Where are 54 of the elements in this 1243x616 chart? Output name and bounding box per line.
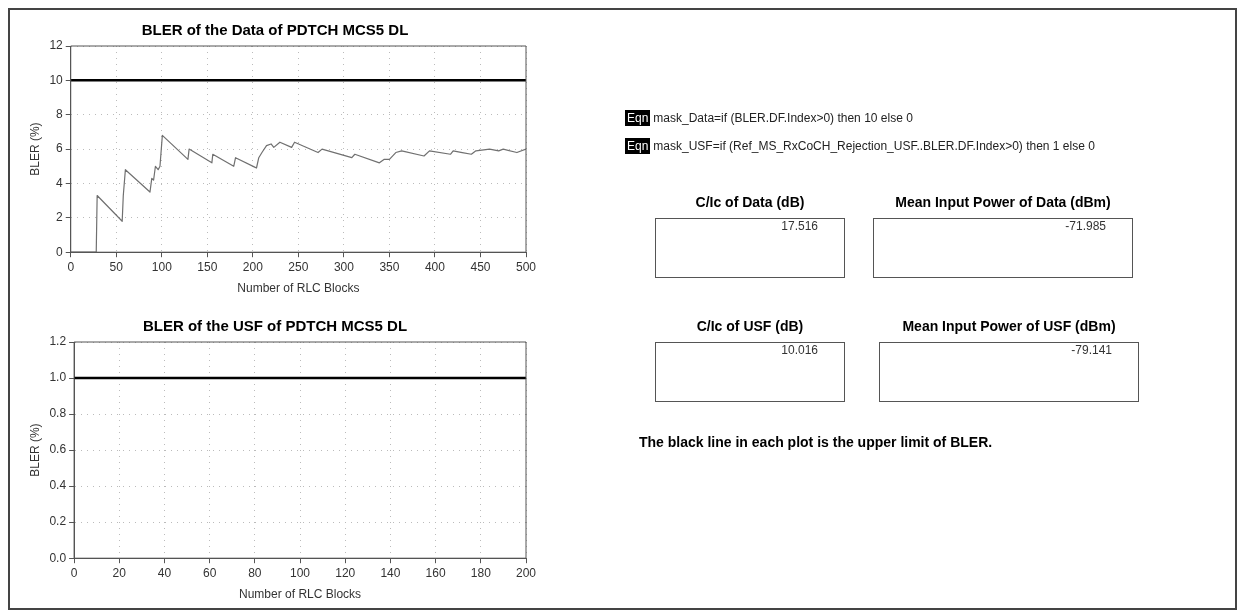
y-tick-label: 2 <box>56 210 64 225</box>
x-tick-label: 160 <box>425 565 446 580</box>
x-tick-label: 0 <box>70 565 78 580</box>
y-tick-label: 1.0 <box>49 370 67 385</box>
x-axis-title: Number of RLC Blocks <box>239 587 362 602</box>
data-label: 10.016 <box>655 342 845 402</box>
text: mask_Data=if (BLER.DF.Index>0) then 10 else 0 <box>653 111 913 125</box>
y-tick-label: 0.8 <box>49 406 67 421</box>
y-tick-label: 12 <box>49 38 64 53</box>
text: Eqn <box>625 138 651 154</box>
x-tick-label: 400 <box>424 259 446 274</box>
x-tick-label: 200 <box>515 565 537 580</box>
y-tick-label: 4 <box>56 175 64 190</box>
data-label: -79.141 <box>879 342 1139 402</box>
y-tick-label: 10 <box>49 72 64 87</box>
y-tick-label: 8 <box>56 107 64 122</box>
x-tick-label: 50 <box>109 259 124 274</box>
y-axis-title: BLER (%) <box>27 423 42 477</box>
x-tick-label: 20 <box>112 565 127 580</box>
x-tick-label: 150 <box>197 259 218 274</box>
x-tick-label: 450 <box>470 259 491 274</box>
x-tick-label: 100 <box>151 259 173 274</box>
x-tick-label: 120 <box>335 565 356 580</box>
x-tick-label: 80 <box>248 565 262 580</box>
y-tick-label: 1.2 <box>49 334 67 349</box>
x-tick-label: 180 <box>470 565 492 580</box>
y-tick-label: 0.6 <box>49 442 67 457</box>
x-tick-label: 40 <box>157 565 172 580</box>
data-label: -71.985 <box>873 218 1133 278</box>
category-label: C/Ic of USF (dB) <box>695 318 805 334</box>
y-axis-title: BLER (%) <box>27 122 42 176</box>
data-label: 17.516 <box>655 218 845 278</box>
text: mask_USF=if (Ref_MS_RxCoCH_Rejection_USF..BLER.DF.Index>0) then 1 else 0 <box>653 139 1095 153</box>
x-tick-label: 500 <box>515 259 537 274</box>
x-tick-label: 300 <box>333 259 355 274</box>
category-label: C/Ic of Data (dB) <box>694 194 806 210</box>
chart-title: BLER of the Data of PDTCH MCS5 DL <box>141 21 409 39</box>
x-tick-label: 350 <box>379 259 400 274</box>
x-tick-label: 60 <box>202 565 217 580</box>
y-tick-label: 0.0 <box>49 550 67 565</box>
text: Eqn <box>625 110 651 126</box>
y-tick-label: 0 <box>56 244 64 259</box>
y-tick-label: 6 <box>56 141 64 156</box>
x-tick-label: 250 <box>288 259 309 274</box>
y-tick-label: 0.2 <box>49 514 67 529</box>
category-label: Mean Input Power of Data (dBm) <box>894 194 1112 210</box>
x-axis-title: Number of RLC Blocks <box>237 281 360 296</box>
x-tick-label: 200 <box>242 259 264 274</box>
chart-title: BLER of the USF of PDTCH MCS5 DL <box>142 317 408 335</box>
text: The black line in each plot is the upper limit of BLER. <box>639 434 994 450</box>
x-tick-label: 140 <box>380 565 401 580</box>
category-label: Mean Input Power of USF (dBm) <box>901 318 1117 334</box>
x-tick-label: 100 <box>290 565 311 580</box>
y-tick-label: 0.4 <box>49 478 67 493</box>
